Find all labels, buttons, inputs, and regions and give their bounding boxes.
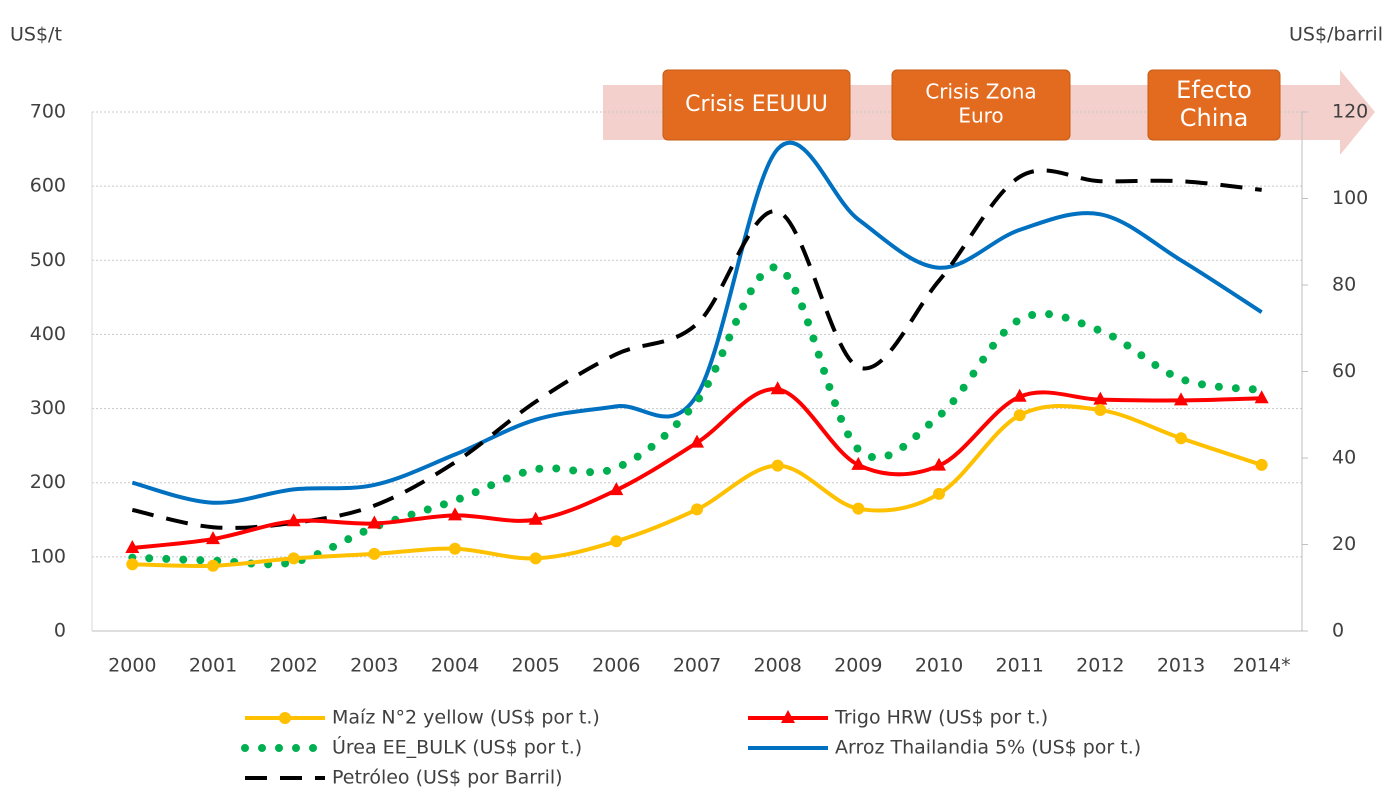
data-point [852, 502, 865, 515]
data-point [1254, 390, 1269, 404]
legend-label: Arroz Thailandia 5% (US$ por t.) [835, 737, 1141, 759]
data-point [449, 542, 461, 555]
y-tick-label: 600 [30, 175, 66, 197]
data-point [770, 381, 785, 395]
x-tick-label: 2013 [1157, 655, 1205, 677]
data-point [206, 531, 220, 545]
legend-label: Trigo HRW (US$ por t.) [834, 707, 1048, 729]
data-point [287, 552, 300, 565]
y2-tick-label: 100 [1332, 187, 1368, 209]
data-point [1175, 432, 1187, 445]
x-tick-label: 2012 [1076, 655, 1124, 677]
y-tick-label: 700 [30, 101, 66, 123]
data-point [207, 559, 219, 572]
data-point [771, 459, 784, 472]
y2-tick-label: 80 [1332, 274, 1356, 296]
legend-label: Maíz N°2 yellow (US$ por t.) [332, 707, 600, 729]
data-point [126, 558, 139, 571]
y2-axis-title: US$/barril [1289, 24, 1383, 46]
data-point [1255, 458, 1268, 471]
annotation-text: China [1180, 104, 1249, 132]
x-tick-label: 2002 [269, 655, 317, 677]
data-point [529, 552, 542, 565]
y-tick-label: 100 [30, 545, 66, 567]
x-tick-label: 2006 [592, 655, 640, 677]
data-point [933, 487, 945, 500]
annotation-text: Euro [958, 104, 1003, 128]
data-point [368, 547, 381, 560]
x-tick-label: 2004 [431, 655, 479, 677]
y2-tick-label: 0 [1332, 620, 1344, 642]
series-line [131, 140, 1263, 505]
data-point [1093, 391, 1108, 405]
x-tick-label: 2005 [511, 655, 559, 677]
data-point [1012, 388, 1027, 402]
y-tick-label: 400 [30, 323, 66, 345]
y-tick-label: 0 [54, 620, 66, 642]
y2-tick-label: 60 [1332, 360, 1356, 382]
legend-label: Úrea EE_BULK (US$ por t.) [332, 735, 582, 759]
data-point [609, 482, 624, 496]
y2-tick-label: 40 [1332, 447, 1356, 469]
x-tick-label: 2008 [753, 655, 801, 677]
data-point [367, 515, 382, 529]
data-point [528, 511, 543, 525]
legend-label: Petróleo (US$ por Barril) [332, 767, 563, 789]
series-line [132, 403, 1263, 568]
annotation-text: Crisis Zona [925, 80, 1036, 104]
data-point [1174, 392, 1188, 406]
x-tick-label: 2007 [673, 655, 721, 677]
annotation-text: Crisis EEUUU [685, 92, 828, 117]
y-axis-title: US$/t [10, 24, 62, 46]
y-tick-label: 200 [30, 471, 66, 493]
x-tick-label: 2003 [350, 655, 398, 677]
x-tick-label: 2001 [189, 655, 237, 677]
data-point [125, 539, 140, 553]
annotation-box [662, 69, 851, 141]
data-point [610, 535, 623, 548]
x-tick-label: 2014* [1233, 655, 1291, 677]
y-tick-label: 500 [30, 249, 66, 271]
data-point [1094, 404, 1107, 417]
annotation-box [891, 69, 1071, 141]
annotation-text: Efecto [1176, 76, 1252, 104]
x-tick-label: 2009 [834, 655, 882, 677]
series-line [131, 168, 1262, 530]
data-point [690, 434, 704, 448]
y2-tick-label: 20 [1332, 533, 1356, 555]
annotation-box [1147, 69, 1281, 141]
data-point [691, 503, 703, 516]
x-tick-label: 2011 [995, 655, 1043, 677]
y2-tick-label: 120 [1332, 101, 1368, 123]
data-point [448, 507, 462, 521]
data-point [932, 457, 946, 471]
series-line [132, 387, 1262, 550]
legend-marker [781, 710, 795, 723]
data-point [851, 456, 866, 470]
data-point [1013, 409, 1026, 422]
legend-marker [279, 712, 291, 724]
data-point [286, 513, 301, 527]
y-tick-label: 300 [30, 397, 66, 419]
x-tick-label: 2010 [915, 655, 963, 677]
x-tick-label: 2000 [108, 655, 156, 677]
